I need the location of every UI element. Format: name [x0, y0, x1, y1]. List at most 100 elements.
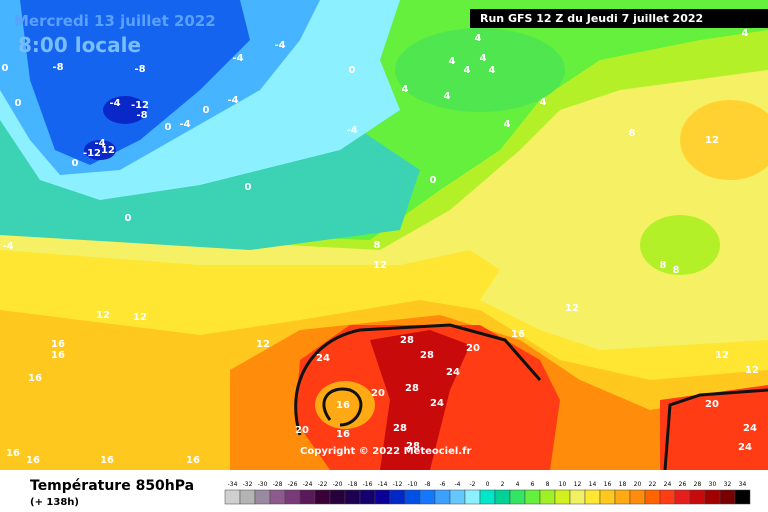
legend-swatch: [539, 489, 556, 505]
legend-label: 4: [516, 481, 520, 488]
run-box: [470, 9, 768, 28]
legend-swatch: [269, 489, 286, 505]
legend-swatch: [629, 489, 646, 505]
legend-swatch: [494, 489, 511, 505]
contour-label: 12: [745, 365, 759, 376]
legend-label: -20: [333, 481, 343, 488]
legend-swatch: [389, 489, 406, 505]
contour-label: 0: [245, 182, 252, 193]
legend-label: -32: [243, 481, 253, 488]
legend-label: 18: [619, 481, 627, 488]
legend-swatch: [329, 489, 346, 505]
contour-label: 28: [420, 350, 434, 361]
legend-label: -4: [455, 481, 461, 488]
contour-label: 12: [101, 145, 115, 156]
contour-label: 0: [430, 175, 437, 186]
legend-label: 0: [486, 481, 490, 488]
legend-label: 12: [574, 481, 582, 488]
contour-label: 24: [743, 423, 757, 434]
contour-label: 4: [504, 119, 511, 130]
legend-swatch: [359, 489, 376, 505]
contour-label: 28: [393, 423, 407, 434]
legend-swatch: [479, 489, 496, 505]
color-legend: -34 -32 -30 -28 -26 -24 -22 -20 -18 -16 -14 -12 -10-…: [224, 481, 751, 505]
contour-label: 12: [715, 350, 729, 361]
legend-label: -8: [425, 481, 431, 488]
contour-label: 4: [489, 65, 496, 76]
legend-label: 34: [739, 481, 747, 488]
contour-label: 24: [446, 367, 460, 378]
legend-swatch: [254, 489, 271, 505]
field-title: Température 850hPa: [30, 478, 194, 494]
contour-label: 8: [673, 265, 680, 276]
legend-swatch: [704, 489, 721, 505]
contour-label: 20: [371, 388, 385, 399]
legend-swatch: [524, 489, 541, 505]
legend-label: 32: [724, 481, 732, 488]
contour-label: 8: [374, 240, 381, 251]
legend-label: 26: [679, 481, 687, 488]
contour-label: 16: [511, 329, 525, 340]
contour-label: -4: [346, 125, 357, 136]
legend-swatch: [404, 489, 421, 505]
legend-swatch: [299, 489, 316, 505]
contour-label: 16: [336, 429, 350, 440]
legend-swatch: [239, 489, 256, 505]
contour-label: 12: [96, 310, 110, 321]
legend-swatch: [659, 489, 676, 505]
contour-label: 4: [444, 91, 451, 102]
legend-label: 16: [604, 481, 612, 488]
contour-label: 16: [26, 455, 40, 466]
contour-label: -4: [274, 40, 285, 51]
contour-label: 4: [475, 33, 482, 44]
contour-label: 12: [256, 339, 270, 350]
legend-label: 30: [709, 481, 717, 488]
legend-label: -30: [258, 481, 268, 488]
legend-label: 28: [694, 481, 702, 488]
contour-label: 0: [349, 65, 356, 76]
legend-swatch: [449, 489, 466, 505]
legend-label: 20: [634, 481, 642, 488]
contour-label: 28: [405, 383, 419, 394]
contour-label: 20: [295, 425, 309, 436]
contour-label: 0: [15, 98, 22, 109]
contour-label: -4: [2, 241, 13, 252]
contour-label: 4: [742, 28, 749, 39]
legend-label: -2: [470, 481, 476, 488]
legend-label: -34: [228, 481, 238, 488]
contour-label: -4: [109, 98, 120, 109]
legend-label: 14: [589, 481, 597, 488]
legend-swatch: [674, 489, 691, 505]
legend-swatch: [719, 489, 736, 505]
contour-label: 20: [705, 399, 719, 410]
contour-label: 16: [28, 373, 42, 384]
legend-swatch: [569, 489, 586, 505]
legend-swatch: [599, 489, 616, 505]
contour-label: 20: [466, 343, 480, 354]
legend-label: -14: [378, 481, 388, 488]
legend-label: 6: [531, 481, 535, 488]
legend-label: -12: [393, 481, 403, 488]
contour-label: 16: [51, 350, 65, 361]
contour-label: -8: [52, 62, 63, 73]
legend-label: 2: [501, 481, 505, 488]
contour-label: 4: [480, 53, 487, 64]
legend-label: -22: [318, 481, 328, 488]
legend-swatch: [344, 489, 361, 505]
contour-label: -12: [83, 148, 101, 159]
contour-label: -4: [179, 119, 190, 130]
contour-label: -8: [134, 64, 145, 75]
legend-swatch: [644, 489, 661, 505]
contour-label: 28: [400, 335, 414, 346]
legend-swatch: [734, 489, 751, 505]
contour-label: 8: [629, 128, 636, 139]
contour-label: 24: [738, 442, 752, 453]
contour-label: 24: [430, 398, 444, 409]
contour-label: 16: [6, 448, 20, 459]
contour-label: 16: [336, 400, 350, 411]
contour-label: 16: [186, 455, 200, 466]
contour-label: 16: [51, 339, 65, 350]
legend-swatch: [614, 489, 631, 505]
